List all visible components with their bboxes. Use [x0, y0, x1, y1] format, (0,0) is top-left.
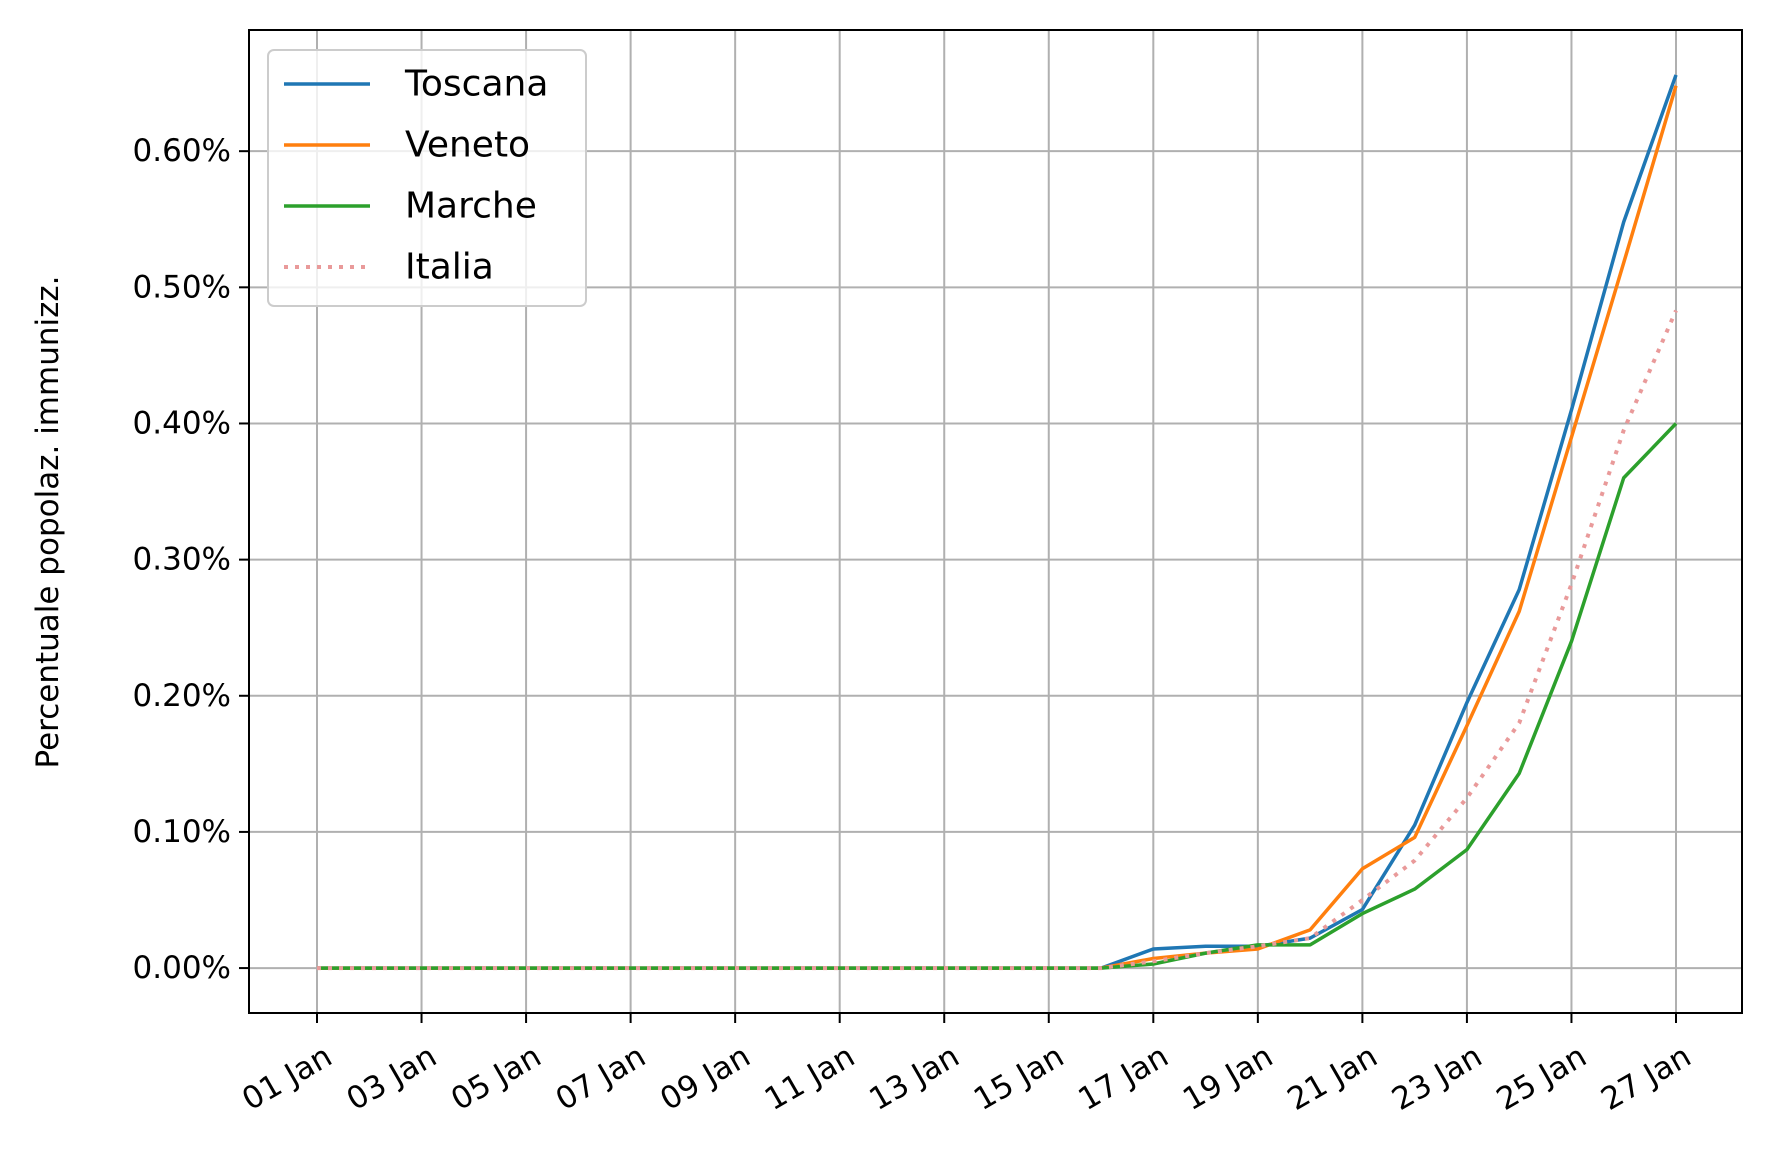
grid [249, 30, 1742, 1013]
y-axis-label: Percentuale popolaz. immunizz. [30, 275, 66, 768]
legend-box [267, 49, 587, 307]
legend-label-veneto: Veneto [405, 125, 530, 166]
legend-label-marche: Marche [405, 186, 537, 227]
y-tick-label: 0.60% [133, 133, 231, 169]
y-tick-label: 0.30% [133, 542, 231, 578]
y-axis: 0.00% 0.10% 0.20% 0.30% 0.40% 0.50% 0.60% [133, 133, 249, 986]
legend-label-toscana: Toscana [404, 64, 548, 105]
series-line-marche [317, 422, 1678, 970]
plot-frame [248, 29, 1743, 1014]
y-tick-label: 0.10% [133, 814, 231, 850]
legend: Toscana Veneto Marche Italia [267, 49, 587, 307]
y-tick-label: 0.40% [133, 405, 231, 441]
legend-label-italia: Italia [405, 247, 494, 288]
series-layer [317, 74, 1678, 971]
y-tick-label: 0.20% [133, 678, 231, 714]
y-tick-label: 0.50% [133, 269, 231, 305]
y-tick-label: 0.00% [133, 950, 231, 986]
series-line-italia [317, 309, 1678, 971]
